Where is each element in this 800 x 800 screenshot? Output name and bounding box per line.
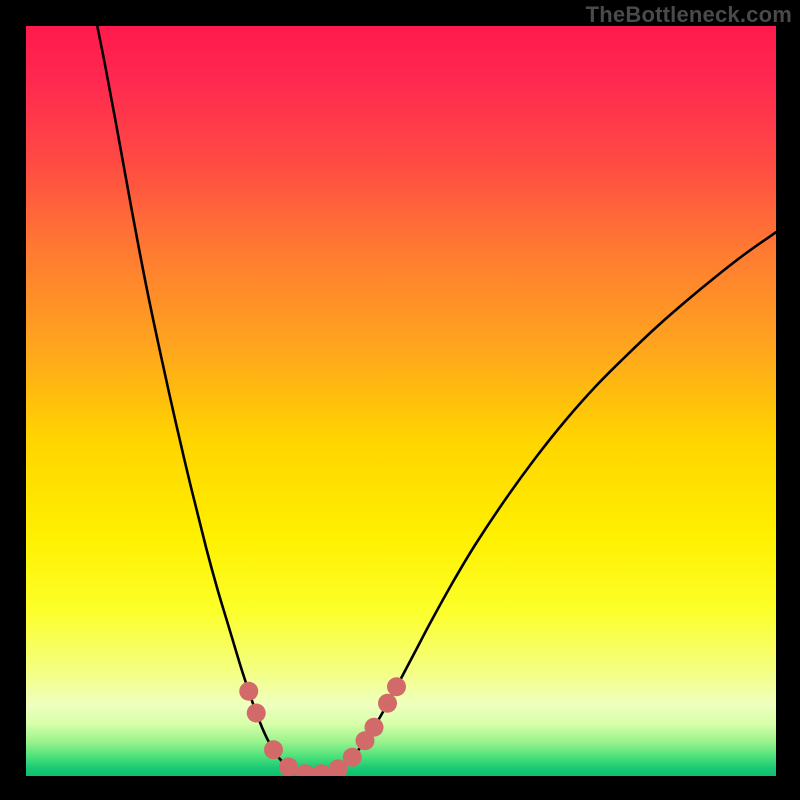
data-marker (247, 704, 266, 723)
data-marker (378, 694, 397, 713)
chart-svg (26, 26, 776, 776)
data-marker (264, 740, 283, 759)
data-marker (279, 758, 298, 777)
data-marker (365, 718, 384, 737)
watermark-text: TheBottleneck.com (586, 2, 792, 28)
gradient-background (26, 26, 776, 776)
figure-root: TheBottleneck.com (0, 0, 800, 800)
data-marker (239, 682, 258, 701)
data-marker (387, 677, 406, 696)
plot-area (26, 26, 776, 776)
data-marker (343, 748, 362, 767)
